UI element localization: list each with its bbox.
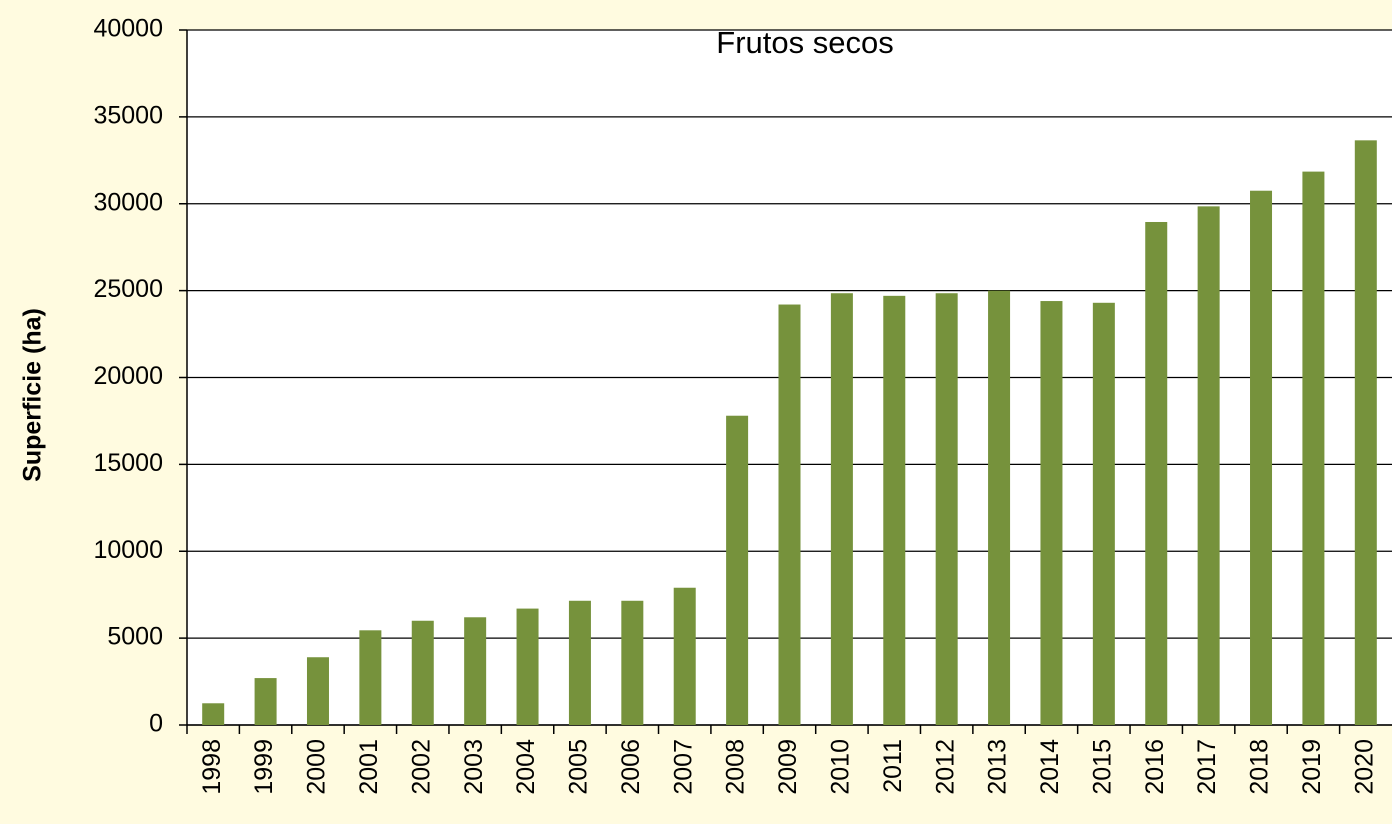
y-tick-label: 5000: [107, 623, 163, 651]
x-tick-label: 2009: [774, 739, 802, 795]
bar: [254, 678, 277, 725]
x-tick-label: 2003: [460, 739, 488, 795]
y-tick-label: 20000: [93, 362, 163, 390]
x-tick-label: 2007: [669, 739, 697, 795]
bar: [1092, 302, 1115, 725]
bar: [988, 290, 1011, 725]
x-tick-label: 2008: [722, 739, 750, 795]
x-tick-label: 1998: [198, 739, 226, 795]
bar: [516, 608, 539, 725]
bar: [1250, 190, 1273, 725]
x-tick-label: 2013: [984, 739, 1012, 795]
y-tick-label: 25000: [93, 275, 163, 303]
y-tick-label: 40000: [93, 15, 163, 43]
bar: [673, 587, 696, 725]
x-tick-label: 2004: [512, 739, 540, 795]
bar: [1354, 140, 1377, 726]
bar: [1145, 221, 1168, 725]
bar: [1040, 301, 1063, 725]
x-tick-label: 2016: [1141, 739, 1169, 795]
x-tick-label: 2010: [827, 739, 855, 795]
x-tick-label: 2005: [565, 739, 593, 795]
bar: [202, 703, 225, 725]
y-tick-label: 10000: [93, 536, 163, 564]
y-tick-label: 15000: [93, 449, 163, 477]
bar: [1302, 171, 1325, 725]
y-axis-label: Superficie (ha): [19, 308, 47, 482]
x-tick-label: 2001: [355, 739, 383, 795]
bar: [830, 293, 853, 725]
bar: [726, 415, 749, 725]
y-tick-label: 30000: [93, 188, 163, 216]
bar: [621, 600, 644, 725]
x-tick-label: 2000: [303, 739, 331, 795]
bar: [411, 620, 434, 725]
bar: [778, 304, 801, 725]
x-tick-label: 2020: [1350, 739, 1378, 795]
x-tick-label: 2012: [931, 739, 959, 795]
x-tick-label: 2011: [879, 739, 907, 793]
x-tick-label: 2006: [617, 739, 645, 795]
x-tick-label: 2002: [407, 739, 435, 795]
bar: [883, 295, 906, 725]
x-tick-label: 1999: [250, 739, 278, 795]
x-tick-label: 2017: [1193, 739, 1221, 795]
bar: [1197, 206, 1220, 725]
bar: [935, 293, 958, 725]
x-tick-label: 2018: [1246, 739, 1274, 795]
bar: [464, 617, 487, 725]
x-tick-label: 2014: [1036, 739, 1064, 795]
y-tick-label: 0: [149, 710, 163, 738]
y-tick-label: 35000: [93, 101, 163, 129]
x-tick-label: 2015: [1088, 739, 1116, 795]
bar: [306, 657, 329, 725]
x-tick-label: 2019: [1298, 739, 1326, 795]
chart-title: Frutos secos: [716, 25, 893, 60]
bar: [568, 600, 591, 725]
bar: [359, 630, 382, 725]
